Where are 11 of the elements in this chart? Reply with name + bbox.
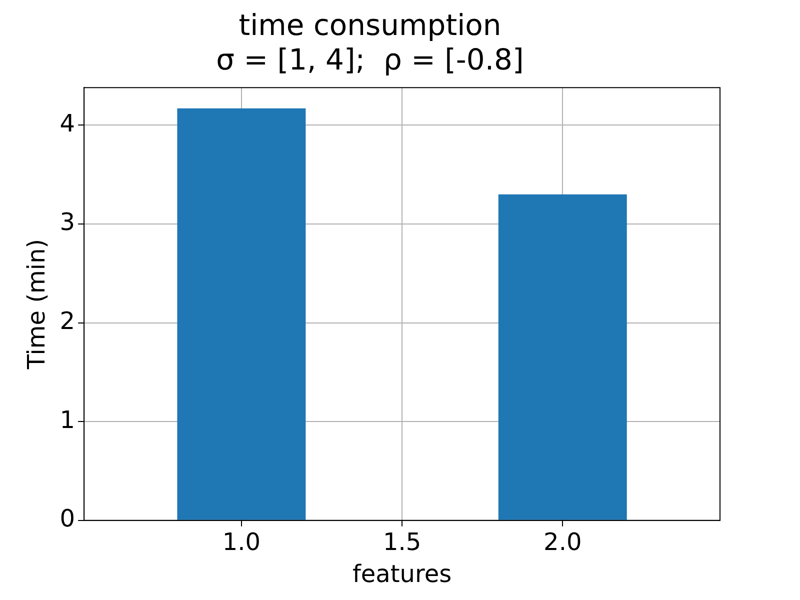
y-axis-title: Time (min) xyxy=(22,238,51,370)
x-tick-label: 1.5 xyxy=(382,528,422,556)
y-tick-label: 0 xyxy=(60,504,76,533)
x-tick-label: 1.0 xyxy=(222,528,261,556)
chart-title: time consumption σ = [1, 4]; ρ = [-0.8] xyxy=(216,8,524,77)
x-axis-title: features xyxy=(352,560,452,588)
x-tick-label: 2.0 xyxy=(544,528,582,556)
y-tick-label: 4 xyxy=(60,109,76,138)
y-tick-label: 3 xyxy=(60,208,76,236)
y-tick-label: 2 xyxy=(60,307,76,336)
y-tick-label: 1 xyxy=(60,406,76,434)
